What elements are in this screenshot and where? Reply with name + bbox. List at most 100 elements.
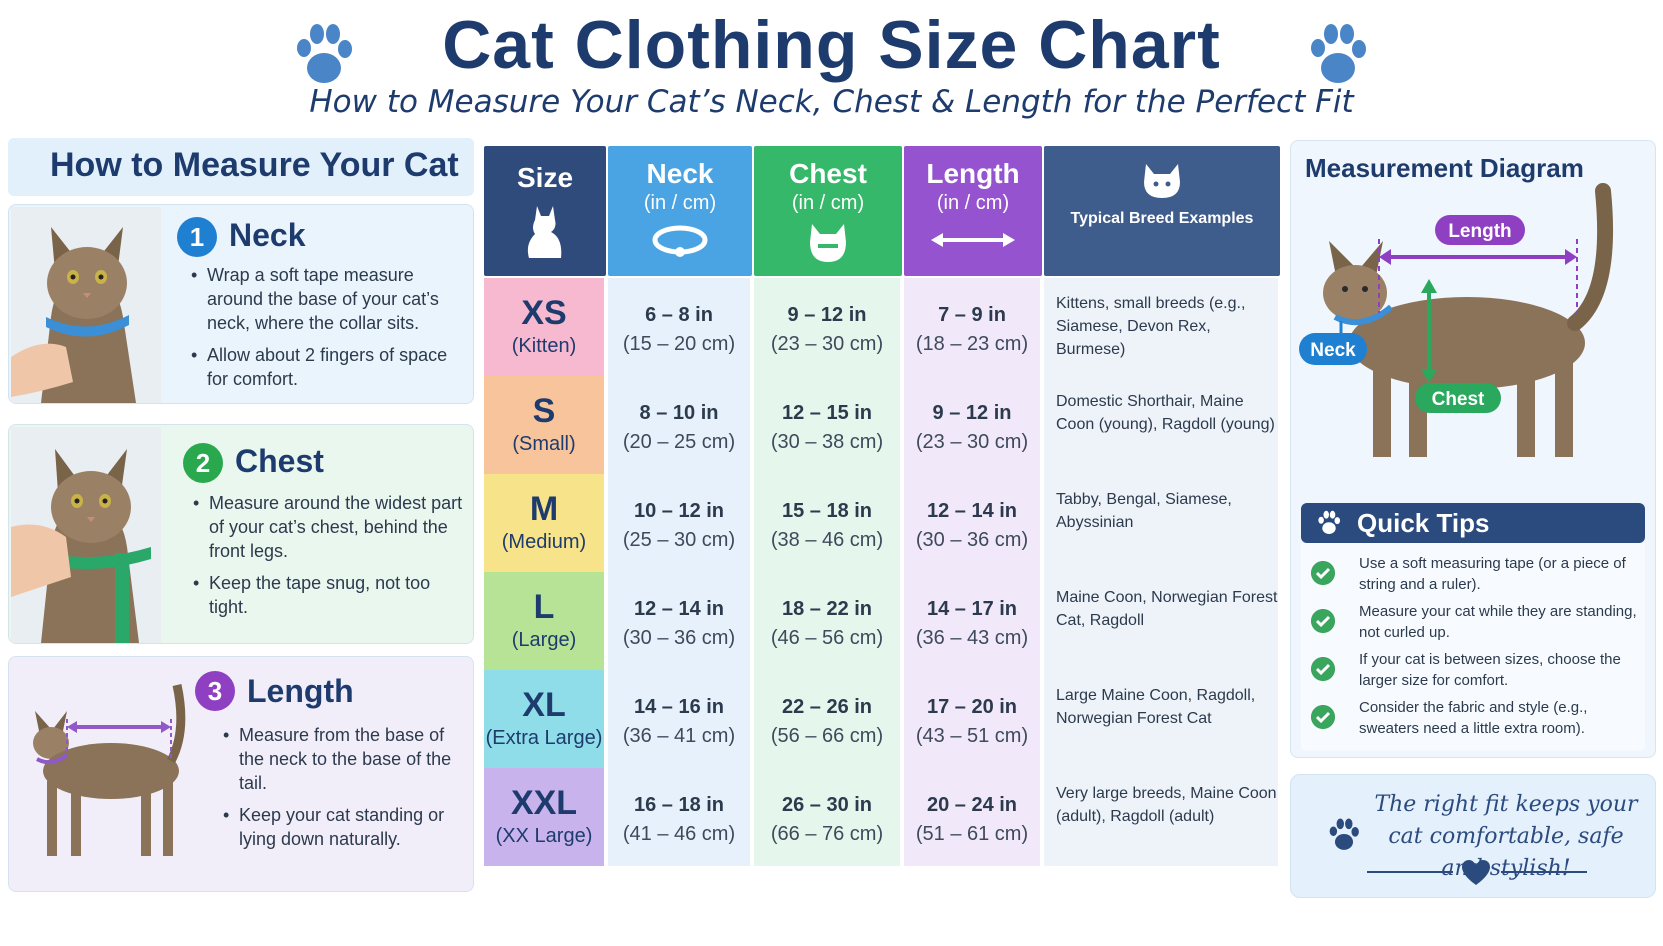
- length-cell: 9 – 12 in (23 – 30 cm): [904, 376, 1042, 476]
- table-row: M (Medium) 10 – 12 in (25 – 30 cm) 15 – 18 i…: [484, 474, 1280, 574]
- size-chart-table: Size Neck (in / cm) Chest (in / cm) Length (in…: [484, 146, 1280, 896]
- neck-cm: (25 – 30 cm): [622, 529, 736, 551]
- step-title-chest: Chest: [235, 443, 324, 479]
- length-inches: 14 – 17 in: [926, 598, 1018, 620]
- cat-face-icon: [1144, 164, 1180, 198]
- neck-inches: 14 – 16 in: [633, 696, 725, 718]
- check-icon: [1311, 561, 1335, 585]
- diagram-title: Measurement Diagram: [1305, 153, 1584, 183]
- list-item: Wrap a soft tape measure around the base…: [191, 263, 461, 335]
- list-item: Measure around the widest part of your c…: [193, 491, 463, 563]
- collar-icon: [652, 225, 708, 257]
- chest-cell: 12 – 15 in (30 – 38 cm): [754, 376, 902, 476]
- neck-inches: 16 – 18 in: [633, 794, 725, 816]
- neck-cell: 16 – 18 in (41 – 46 cm): [608, 768, 752, 868]
- step-length: 3 Length Measure from the base of the ne…: [8, 656, 474, 892]
- paw-icon: [1318, 510, 1341, 535]
- tip-text: Measure your cat while they are standing…: [1359, 603, 1637, 641]
- step-number-badge: 2: [183, 443, 223, 483]
- quote-box: The right fit keeps your cat comfortable…: [1290, 774, 1656, 898]
- size-label: (Extra Large): [485, 727, 603, 749]
- step-chest: 2 Chest Measure around the widest part o…: [8, 424, 474, 644]
- neck-cell: 6 – 8 in (15 – 20 cm): [608, 278, 752, 378]
- column-header-length: Length (in / cm): [904, 146, 1042, 276]
- quick-tips-header: Quick Tips: [1301, 503, 1645, 543]
- chest-cm: (66 – 76 cm): [770, 823, 884, 845]
- size-cell: M (Medium): [484, 474, 606, 574]
- column-header-unit: (in / cm): [643, 192, 717, 214]
- breed-examples-cell: Very large breeds, Maine Coon (adult), R…: [1044, 768, 1280, 868]
- column-header-label: Length: [926, 158, 1020, 189]
- paw-icon: [297, 24, 352, 83]
- chest-cm: (30 – 38 cm): [770, 431, 884, 453]
- size-code: M: [529, 490, 559, 528]
- size-label: (XX Large): [495, 825, 593, 847]
- list-item: Measure from the base of the neck to the…: [223, 723, 463, 795]
- divider: [1367, 871, 1453, 873]
- neck-inches: 10 – 12 in: [633, 500, 725, 522]
- length-cm: (18 – 23 cm): [915, 333, 1029, 355]
- size-code: S: [532, 392, 556, 430]
- length-inches: 20 – 24 in: [926, 794, 1018, 816]
- breed-examples-cell: Tabby, Bengal, Siamese, Abyssinian: [1044, 474, 1280, 574]
- column-header-label: Neck: [646, 158, 714, 189]
- length-instructions: Measure from the base of the neck to the…: [223, 723, 463, 859]
- neck-cm: (30 – 36 cm): [622, 627, 736, 649]
- column-header-unit: (in / cm): [791, 192, 865, 214]
- check-icon: [1311, 609, 1335, 633]
- table-row: XS (Kitten) 6 – 8 in (15 – 20 cm) 9 – 12 in (…: [484, 278, 1280, 378]
- column-header-neck: Neck (in / cm): [608, 146, 752, 276]
- header: Cat Clothing Size Chart How to Measure Y…: [0, 0, 1663, 128]
- size-code: L: [533, 588, 555, 626]
- size-code: XL: [522, 686, 566, 724]
- neck-cm: (15 – 20 cm): [622, 333, 736, 355]
- length-inches: 9 – 12 in: [932, 402, 1012, 424]
- length-cell: 20 – 24 in (51 – 61 cm): [904, 768, 1042, 868]
- size-cell: L (Large): [484, 572, 606, 672]
- column-header-unit: (in / cm): [936, 192, 1010, 214]
- table-row: S (Small) 8 – 10 in (20 – 25 cm) 12 – 15 in (…: [484, 376, 1280, 476]
- list-item: Use a soft measuring tape (or a piece of…: [1311, 553, 1641, 601]
- step-title-neck: Neck: [229, 217, 306, 253]
- size-code: XXL: [510, 784, 578, 822]
- chest-cm: (38 – 46 cm): [770, 529, 884, 551]
- breed-examples-cell: Maine Coon, Norwegian Forest Cat, Ragdol…: [1044, 572, 1280, 672]
- chest-cm: (46 – 56 cm): [770, 627, 884, 649]
- size-cell: XXL (XX Large): [484, 768, 606, 868]
- column-header-label: Size: [516, 162, 574, 193]
- double-arrow-icon: [931, 233, 1015, 247]
- tip-text: If your cat is between sizes, choose the…: [1359, 651, 1621, 689]
- how-to-measure-title: How to Measure Your Cat: [8, 138, 474, 196]
- length-cell: 7 – 9 in (18 – 23 cm): [904, 278, 1042, 378]
- measurement-diagram-panel: Measurement Diagram Length Chest Neck: [1290, 140, 1656, 758]
- neck-cm: (20 – 25 cm): [622, 431, 736, 453]
- size-cell: XS (Kitten): [484, 278, 606, 378]
- cat-chest-icon: [810, 224, 846, 262]
- length-cm: (51 – 61 cm): [915, 823, 1029, 845]
- size-label: (Kitten): [511, 335, 577, 357]
- breed-examples-cell: Large Maine Coon, Ragdoll, Norwegian For…: [1044, 670, 1280, 770]
- list-item: Consider the fabric and style (e.g., swe…: [1311, 697, 1641, 745]
- neck-instructions: Wrap a soft tape measure around the base…: [191, 263, 461, 399]
- check-icon: [1311, 705, 1335, 729]
- length-cell: 12 – 14 in (30 – 36 cm): [904, 474, 1042, 574]
- chest-label: Chest: [1432, 389, 1485, 410]
- step-neck: 1 Neck Wrap a soft tape measure around t…: [8, 204, 474, 404]
- neck-inches: 8 – 10 in: [639, 402, 719, 424]
- tip-text: Use a soft measuring tape (or a piece of…: [1359, 555, 1626, 593]
- length-inches: 17 – 20 in: [926, 696, 1018, 718]
- step-number-badge: 1: [177, 217, 217, 257]
- chest-inches: 18 – 22 in: [781, 598, 873, 620]
- check-icon: [1311, 657, 1335, 681]
- size-code: XS: [521, 294, 567, 332]
- neck-cell: 12 – 14 in (30 – 36 cm): [608, 572, 752, 672]
- column-header-size: Size: [484, 146, 606, 276]
- tip-text: Consider the fabric and style (e.g., swe…: [1359, 699, 1588, 737]
- cat-silhouette-icon: [527, 206, 562, 258]
- column-header-breeds: Typical Breed Examples: [1044, 146, 1280, 276]
- paw-icon: [1329, 818, 1359, 850]
- page-title: Cat Clothing Size Chart: [442, 7, 1221, 83]
- neck-cell: 14 – 16 in (36 – 41 cm): [608, 670, 752, 770]
- chest-cell: 26 – 30 in (66 – 76 cm): [754, 768, 902, 868]
- neck-inches: 12 – 14 in: [633, 598, 725, 620]
